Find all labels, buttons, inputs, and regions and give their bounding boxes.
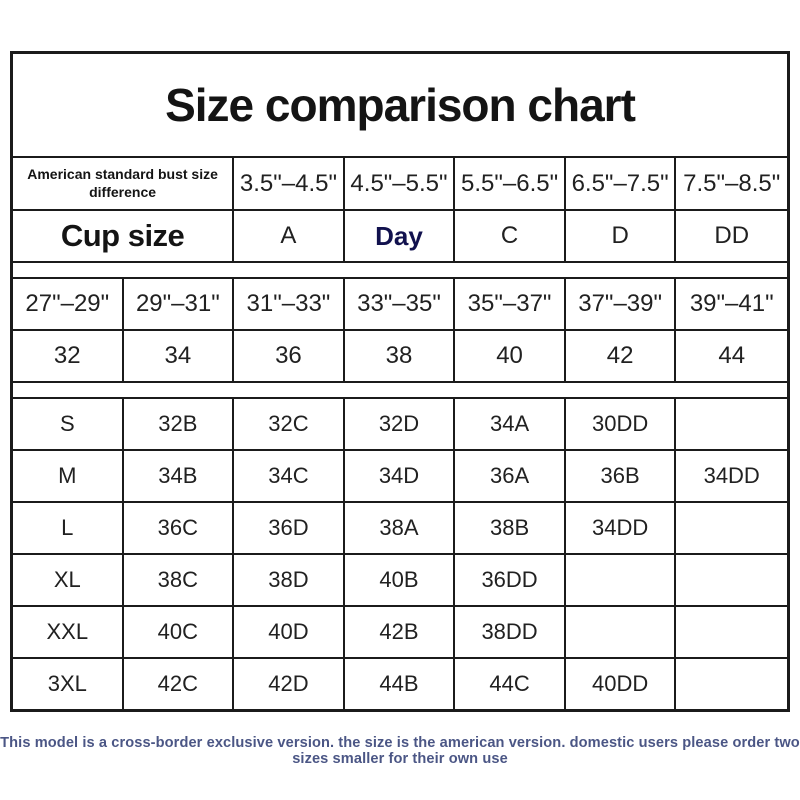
size-value: 36D	[234, 503, 345, 553]
size-value: 40C	[124, 607, 235, 657]
size-value: 38D	[234, 555, 345, 605]
cup-value-c: C	[455, 211, 566, 261]
size-value: 32B	[124, 399, 235, 449]
size-value: 34C	[234, 451, 345, 501]
size-value: 42B	[345, 607, 456, 657]
bust-range: 29"–31"	[124, 279, 235, 329]
size-value	[566, 607, 677, 657]
bust-range: 27"–29"	[13, 279, 124, 329]
size-value: 40D	[234, 607, 345, 657]
size-value	[676, 503, 787, 553]
size-label: S	[13, 399, 124, 449]
size-label: 3XL	[13, 659, 124, 709]
size-value: 38B	[455, 503, 566, 553]
size-value: 32C	[234, 399, 345, 449]
size-label: XL	[13, 555, 124, 605]
band-size: 42	[566, 331, 677, 381]
bust-range: 39"–41"	[689, 290, 774, 317]
bust-range-row: 27"–29" 29"–31" 31"–33" 33"–35" 35"–37" …	[13, 279, 787, 331]
size-value: 36C	[124, 503, 235, 553]
size-value	[676, 555, 787, 605]
spacer-band	[13, 263, 787, 279]
size-value	[566, 555, 677, 605]
bust-range: 33"–35"	[345, 279, 456, 329]
size-value: 38C	[124, 555, 235, 605]
bust-difference-value: 3.5"–4.5"	[234, 158, 345, 209]
band-size: 36	[234, 331, 345, 381]
band-size: 44	[718, 342, 746, 369]
size-value: 34A	[455, 399, 566, 449]
bust-difference-label: American standard bust size difference	[13, 158, 235, 209]
band-size-row: 32 34 36 38 40 42 44	[13, 331, 787, 383]
cup-value-a: A	[234, 211, 345, 261]
footnote-text: This model is a cross-border exclusive v…	[0, 735, 800, 767]
bust-difference-header-row: American standard bust size difference 3…	[13, 158, 787, 211]
band-size: 34	[124, 331, 235, 381]
size-chart-table: Size comparison chart American standard …	[10, 51, 790, 712]
bust-range: 31"–33"	[234, 279, 345, 329]
page-title: Size comparison chart	[165, 79, 636, 131]
size-value: 30DD	[566, 399, 677, 449]
bust-range: 35"–37"	[455, 279, 566, 329]
size-value: 42D	[234, 659, 345, 709]
size-value: 44B	[345, 659, 456, 709]
table-row-3xl: 3XL 42C 42D 44B 44C 40DD	[13, 659, 787, 709]
cup-value-dd: DD	[714, 222, 750, 249]
size-value: 34B	[124, 451, 235, 501]
size-value: 34DD	[566, 503, 677, 553]
size-value: 40DD	[566, 659, 677, 709]
band-size: 40	[455, 331, 566, 381]
bust-difference-value: 7.5"–8.5"	[683, 169, 781, 197]
spacer-band	[13, 383, 787, 399]
size-label: M	[13, 451, 124, 501]
size-value: 36A	[455, 451, 566, 501]
size-value: 42C	[124, 659, 235, 709]
title-row: Size comparison chart	[13, 54, 787, 158]
cup-size-label: Cup size	[13, 211, 235, 261]
bust-range: 37"–39"	[566, 279, 677, 329]
size-value: 44C	[455, 659, 566, 709]
table-row-m: M 34B 34C 34D 36A 36B 34DD	[13, 451, 787, 503]
size-value: 34D	[345, 451, 456, 501]
size-value: 36DD	[455, 555, 566, 605]
cup-value-d: D	[566, 211, 677, 261]
size-value: 40B	[345, 555, 456, 605]
cup-value-b: Day	[345, 211, 456, 261]
table-row-s: S 32B 32C 32D 34A 30DD	[13, 399, 787, 451]
size-value: 34DD	[703, 463, 760, 488]
size-value	[676, 659, 787, 709]
size-value	[676, 607, 787, 657]
cup-size-header-row: Cup size A Day C D DD	[13, 211, 787, 263]
band-size: 32	[13, 331, 124, 381]
table-row-xxl: XXL 40C 40D 42B 38DD	[13, 607, 787, 659]
size-value: 36B	[566, 451, 677, 501]
size-value: 38A	[345, 503, 456, 553]
table-row-l: L 36C 36D 38A 38B 34DD	[13, 503, 787, 555]
size-value: 32D	[345, 399, 456, 449]
size-value	[676, 399, 787, 449]
band-size: 38	[345, 331, 456, 381]
bust-difference-value: 5.5"–6.5"	[455, 158, 566, 209]
size-label: XXL	[13, 607, 124, 657]
size-label: L	[13, 503, 124, 553]
bust-difference-value: 4.5"–5.5"	[345, 158, 456, 209]
bust-difference-value: 6.5"–7.5"	[566, 158, 677, 209]
size-value: 38DD	[455, 607, 566, 657]
table-row-xl: XL 38C 38D 40B 36DD	[13, 555, 787, 607]
